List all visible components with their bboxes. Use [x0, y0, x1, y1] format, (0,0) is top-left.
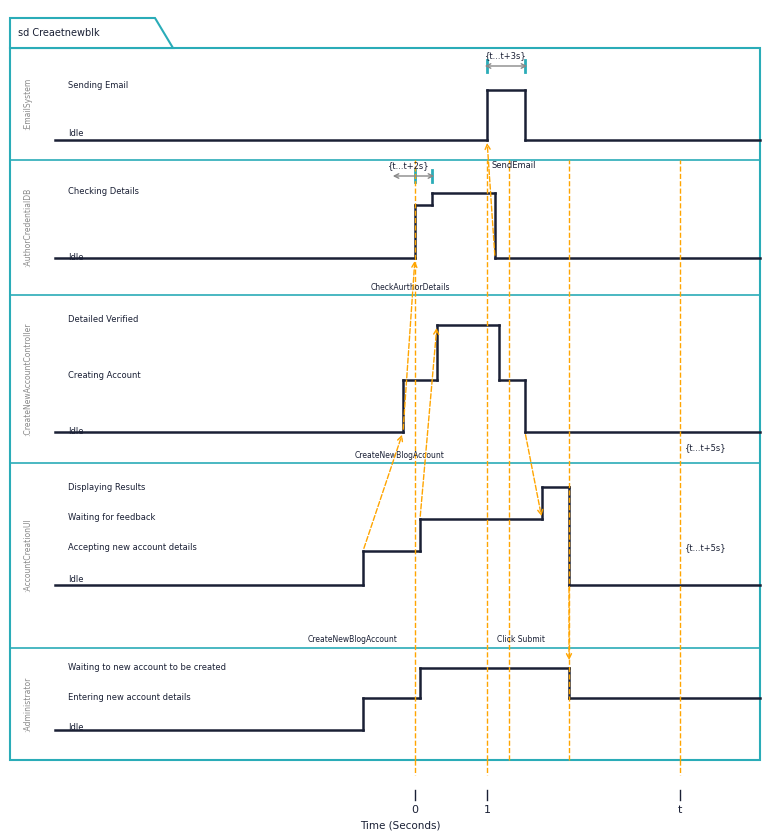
Text: {t...t+2s}: {t...t+2s} — [388, 161, 429, 171]
Text: CreateNewBlogAccount: CreateNewBlogAccount — [355, 450, 445, 459]
Text: Waiting for feedback: Waiting for feedback — [68, 513, 156, 522]
Text: Idle: Idle — [68, 428, 83, 437]
Text: SendEmail: SendEmail — [492, 161, 537, 171]
Text: {t...t+5s}: {t...t+5s} — [685, 543, 726, 552]
Text: Checking Details: Checking Details — [68, 187, 139, 196]
Text: Displaying Results: Displaying Results — [68, 483, 146, 493]
Text: :CreateNewAccountController: :CreateNewAccountController — [23, 322, 32, 436]
Text: sd Creaetnewblk: sd Creaetnewblk — [18, 28, 99, 38]
Text: Detailed Verified: Detailed Verified — [68, 315, 138, 324]
Text: Accepting new account details: Accepting new account details — [68, 543, 197, 552]
Polygon shape — [10, 18, 173, 48]
Text: t: t — [678, 805, 682, 815]
Text: Waiting to new account to be created: Waiting to new account to be created — [68, 663, 226, 672]
Text: CheckAurthorDetails: CheckAurthorDetails — [370, 283, 449, 291]
Text: {t...t+5s}: {t...t+5s} — [685, 443, 726, 453]
Text: CreateNewBlogAccount: CreateNewBlogAccount — [308, 636, 398, 645]
Text: Creating Account: Creating Account — [68, 370, 140, 379]
Text: :AccountCreationUI: :AccountCreationUI — [23, 518, 32, 592]
Text: :Administrator: :Administrator — [23, 676, 32, 731]
Bar — [10, 48, 760, 760]
Text: Time (Seconds): Time (Seconds) — [360, 820, 440, 830]
Text: 0: 0 — [412, 805, 419, 815]
Text: {t...t+3s}: {t...t+3s} — [485, 52, 527, 61]
Text: :AuthorCredentialDB: :AuthorCredentialDB — [23, 188, 32, 267]
Text: Idle: Idle — [68, 724, 83, 732]
Text: 1: 1 — [483, 805, 490, 815]
Text: Entering new account details: Entering new account details — [68, 692, 190, 701]
Text: :EmailSystem: :EmailSystem — [23, 78, 32, 130]
Text: Sending Email: Sending Email — [68, 81, 128, 90]
Text: Click Submit: Click Submit — [497, 636, 545, 645]
Text: Idle: Idle — [68, 128, 83, 137]
Text: Idle: Idle — [68, 576, 83, 585]
Text: Idle: Idle — [68, 254, 83, 263]
